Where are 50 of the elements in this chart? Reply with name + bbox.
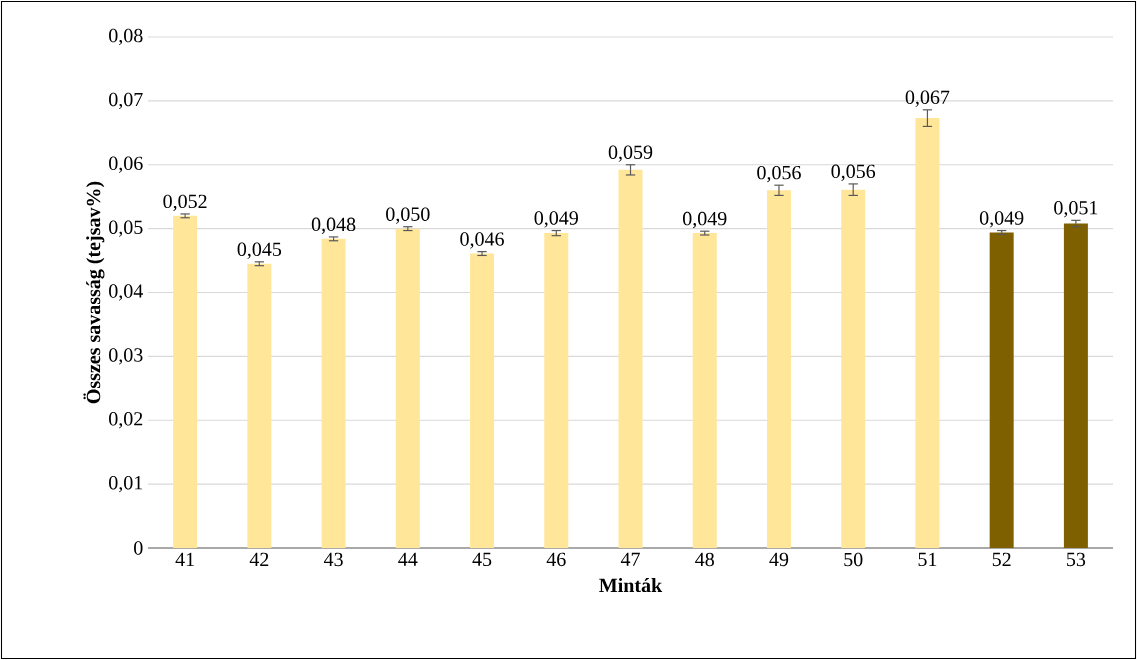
x-tick-label: 42 (249, 552, 269, 566)
bar (841, 189, 866, 548)
y-tick-label: 0,02 (109, 412, 143, 429)
y-tick-label: 0 (134, 541, 143, 555)
data-label: 0,056 (757, 165, 801, 183)
bar (321, 238, 346, 548)
x-tick-label: 50 (844, 552, 863, 567)
bar (618, 169, 643, 548)
data-label: 0,051 (1054, 201, 1098, 218)
bar (766, 190, 791, 548)
bar (989, 232, 1014, 548)
bar (692, 233, 717, 548)
data-label: 0,049 (979, 211, 1024, 228)
x-tick-label: 47 (620, 552, 640, 566)
x-axis-title: Minták (599, 578, 663, 593)
data-label: 0,049 (534, 211, 578, 228)
bar (1063, 223, 1088, 548)
x-tick-label: 45 (472, 552, 492, 567)
y-tick-label: 0,03 (109, 348, 143, 365)
x-tick-label: 41 (175, 552, 194, 566)
bar (470, 253, 495, 548)
bar (173, 215, 198, 548)
x-tick-label: 44 (398, 552, 418, 566)
data-label: 0,046 (460, 232, 504, 249)
y-tick-label: 0,04 (109, 284, 143, 301)
data-label: 0,050 (386, 207, 430, 224)
x-tick-label: 53 (1067, 552, 1086, 567)
data-label: 0,056 (831, 164, 876, 181)
x-tick-label: 49 (769, 552, 789, 567)
data-label: 0,045 (237, 242, 282, 259)
bar (915, 118, 940, 548)
y-tick-label: 0,01 (109, 475, 143, 493)
x-tick-label: 52 (992, 552, 1011, 567)
y-tick-label: 0,08 (109, 28, 143, 46)
data-label: 0,052 (163, 194, 207, 211)
x-tick-label: 51 (918, 552, 937, 567)
x-tick-label: 48 (695, 552, 714, 567)
data-label: 0,067 (905, 90, 950, 107)
y-tick-label: 0,06 (109, 156, 143, 173)
y-tick-label: 0,07 (109, 92, 143, 110)
data-label: 0,048 (311, 217, 356, 234)
bar (247, 263, 272, 548)
bar (544, 233, 569, 548)
y-axis-title: Összes savasság (tejsav%) (83, 181, 105, 404)
y-tick-label: 0,05 (109, 220, 143, 237)
bar (395, 228, 420, 548)
data-label: 0,059 (608, 145, 653, 162)
data-label: 0,049 (682, 211, 727, 229)
x-tick-label: 43 (323, 552, 343, 567)
x-tick-label: 46 (546, 552, 566, 567)
